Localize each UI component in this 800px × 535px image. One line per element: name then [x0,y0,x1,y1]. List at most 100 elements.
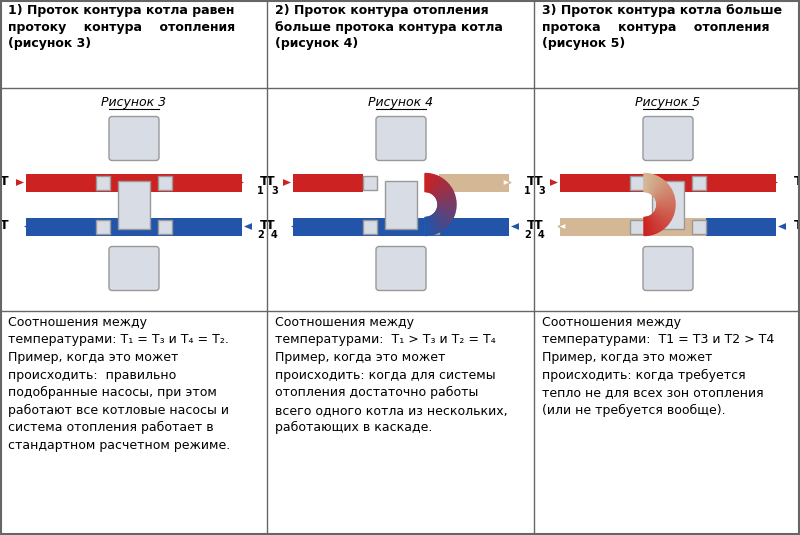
Polygon shape [434,213,447,228]
Polygon shape [437,209,454,218]
Polygon shape [654,183,668,196]
Text: T: T [260,219,269,232]
Polygon shape [429,175,437,193]
Text: Соотношения между
температурами: T₁ = T₃ и T₄ = T₂.
Пример, когда это может
прои: Соотношения между температурами: T₁ = T₃… [8,316,230,452]
Bar [560,218,706,235]
Bar [692,175,706,189]
FancyBboxPatch shape [376,247,426,291]
Polygon shape [434,181,447,195]
Text: Рисунок 5: Рисунок 5 [635,96,701,109]
Polygon shape [431,216,442,232]
Polygon shape [558,223,566,230]
Polygon shape [647,174,654,192]
Text: T: T [266,175,275,188]
Polygon shape [16,179,24,186]
FancyBboxPatch shape [376,117,426,160]
Polygon shape [645,217,649,235]
Bar [293,218,509,235]
Polygon shape [426,173,430,192]
Polygon shape [429,217,437,234]
Bar [630,175,644,189]
Bar [706,218,776,235]
Polygon shape [646,217,651,235]
Text: T: T [266,219,275,232]
Polygon shape [426,217,430,235]
Polygon shape [657,207,674,213]
Bar [363,175,377,189]
Bar [652,180,684,228]
Polygon shape [645,173,649,192]
Polygon shape [438,205,456,208]
Text: T: T [0,219,8,232]
Polygon shape [644,217,646,235]
Polygon shape [657,198,674,203]
Polygon shape [654,211,671,222]
Bar [96,175,110,189]
Polygon shape [427,217,433,235]
Polygon shape [656,209,673,218]
Polygon shape [435,185,450,197]
Text: Соотношения между
температурами:  T₁ > T₃ и T₂ = T₄
Пример, когда это может
прои: Соотношения между температурами: T₁ > T₃… [275,316,508,434]
Text: T: T [260,175,269,188]
Polygon shape [291,223,299,230]
Polygon shape [657,203,675,206]
Polygon shape [436,211,452,222]
Polygon shape [651,178,662,194]
Polygon shape [436,210,453,220]
FancyBboxPatch shape [643,117,693,160]
Polygon shape [430,216,439,233]
Text: 2) Проток контура отопления
больше протока контура котла
(рисунок 4): 2) Проток контура отопления больше прото… [275,4,503,50]
Polygon shape [656,194,674,201]
Polygon shape [653,213,666,228]
Bar [26,173,242,192]
Polygon shape [428,217,435,235]
Polygon shape [434,183,449,196]
Polygon shape [437,208,454,216]
Polygon shape [649,216,658,233]
Text: T: T [527,175,536,188]
Polygon shape [511,223,519,230]
Polygon shape [650,177,661,194]
Polygon shape [425,217,427,235]
Bar [630,219,644,233]
Polygon shape [653,181,666,195]
Text: 3) Проток контура котла больше
протока    контура    отопления
(рисунок 5): 3) Проток контура котла больше протока к… [542,4,782,50]
FancyBboxPatch shape [109,247,159,291]
Text: T: T [794,219,800,232]
Text: 1: 1 [524,186,531,195]
Polygon shape [431,177,442,194]
Polygon shape [434,213,449,226]
Polygon shape [647,217,654,235]
Polygon shape [778,223,786,230]
Text: T: T [534,219,542,232]
Polygon shape [438,207,455,213]
Bar [425,175,439,189]
Polygon shape [644,173,646,192]
Bar [293,173,363,192]
Polygon shape [655,189,672,199]
Polygon shape [435,212,450,224]
Text: 2: 2 [258,230,264,240]
Polygon shape [657,205,675,208]
Polygon shape [654,185,670,197]
FancyBboxPatch shape [643,247,693,291]
Text: T: T [534,175,542,188]
Polygon shape [433,180,446,195]
Text: T: T [527,219,536,232]
Bar [560,173,776,192]
Bar [692,219,706,233]
Polygon shape [438,198,456,203]
Bar [363,219,377,233]
Polygon shape [652,214,665,230]
Polygon shape [550,179,558,186]
Text: 4: 4 [271,230,278,240]
Polygon shape [428,174,435,192]
Polygon shape [427,174,433,192]
Polygon shape [244,223,252,230]
Text: Рисунок 4: Рисунок 4 [369,96,434,109]
Polygon shape [656,208,674,216]
Polygon shape [236,179,244,186]
Text: T: T [794,175,800,188]
Bar [96,219,110,233]
Text: 1: 1 [258,186,264,195]
